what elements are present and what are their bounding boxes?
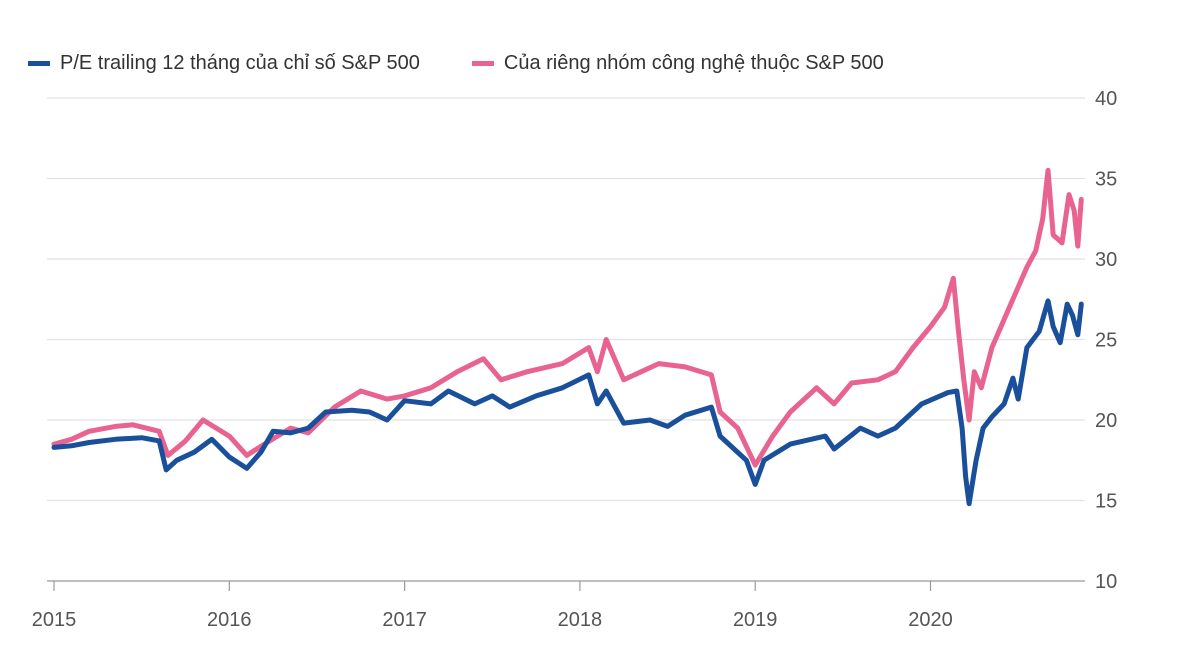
x-tick-label: 2016 xyxy=(207,609,252,631)
legend-item-tech: Của riêng nhóm công nghệ thuộc S&P 500 xyxy=(471,52,884,75)
y-tick-label: 25 xyxy=(1095,330,1117,352)
y-tick-label: 40 xyxy=(1095,88,1117,110)
x-tick-label: 2015 xyxy=(32,609,77,631)
x-tick-label: 2020 xyxy=(908,609,953,631)
series-line-tech xyxy=(51,167,1084,468)
legend-item-sp500: P/E trailing 12 tháng của chỉ số S&P 500 xyxy=(28,52,420,75)
y-tick-label: 20 xyxy=(1095,410,1117,432)
legend-swatch-sp500 xyxy=(28,61,50,66)
y-tick-label: 10 xyxy=(1095,571,1117,593)
x-tick-label: 2019 xyxy=(733,609,778,631)
legend-label-tech: Của riêng nhóm công nghệ thuộc S&P 500 xyxy=(503,52,884,74)
legend-label-sp500: P/E trailing 12 tháng của chỉ số S&P 500 xyxy=(60,52,420,74)
y-tick-label: 30 xyxy=(1095,249,1117,271)
legend: P/E trailing 12 tháng của chỉ số S&P 500… xyxy=(28,52,936,75)
x-tick-label: 2017 xyxy=(382,609,427,631)
series-line-sp500 xyxy=(51,298,1084,507)
y-tick-label: 15 xyxy=(1095,491,1117,513)
legend-swatch-tech xyxy=(471,61,494,66)
x-tick-label: 2018 xyxy=(558,609,603,631)
y-tick-label: 35 xyxy=(1095,169,1117,191)
